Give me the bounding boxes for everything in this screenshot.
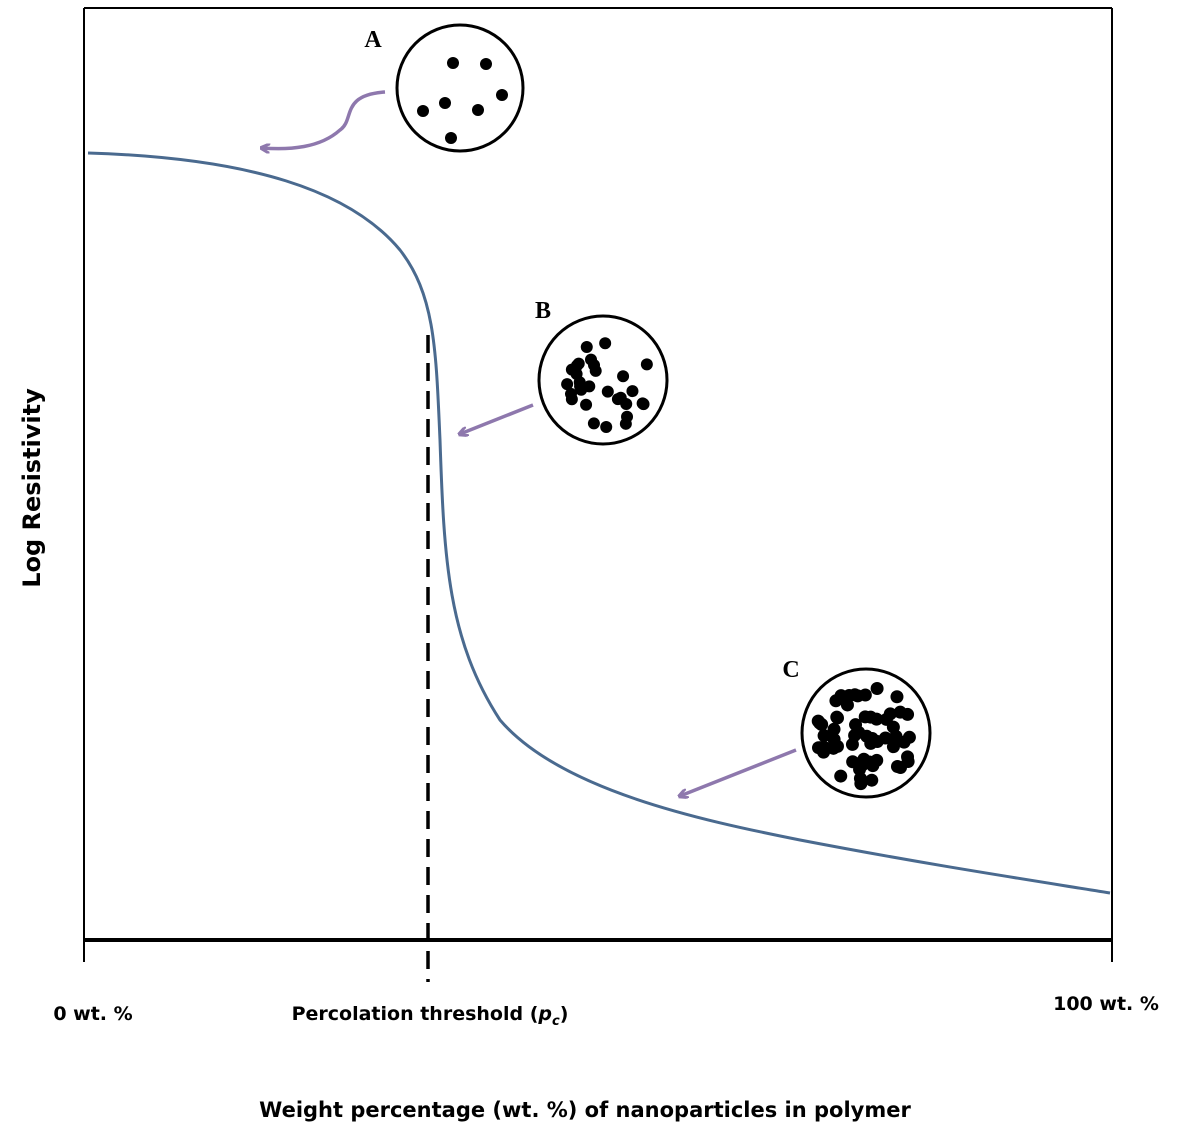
particle — [588, 417, 600, 429]
particle — [571, 368, 583, 380]
threshold-close: ) — [560, 1003, 569, 1025]
particle — [580, 399, 592, 411]
inset-label: C — [782, 657, 799, 683]
particle — [831, 740, 844, 753]
x-axis-title: Weight percentage (wt. %) of nanoparticl… — [259, 1098, 911, 1122]
particle — [884, 707, 897, 720]
particle — [626, 385, 638, 397]
resistivity-curve — [88, 153, 1110, 893]
particle — [585, 354, 597, 366]
particle — [612, 393, 624, 405]
particle — [841, 698, 854, 711]
particle — [834, 770, 847, 783]
particle — [602, 386, 614, 398]
particle — [566, 393, 578, 405]
particle — [812, 715, 825, 728]
particle — [901, 750, 914, 763]
x-end-label: 100 wt. % — [1053, 993, 1159, 1015]
particle — [818, 729, 831, 742]
particle — [617, 370, 629, 382]
particle — [573, 358, 585, 370]
particle — [846, 738, 859, 751]
inset-label: B — [535, 298, 551, 324]
particle — [599, 337, 611, 349]
threshold-label: Percolation threshold (pc) — [292, 1003, 569, 1029]
threshold-text: Percolation threshold ( — [292, 1003, 539, 1025]
particle — [829, 694, 842, 707]
y-axis-title: Log Resistivity — [18, 388, 46, 588]
particle — [581, 341, 593, 353]
particle — [641, 358, 653, 370]
particle — [871, 682, 884, 695]
inset-label: A — [364, 27, 382, 53]
particle — [849, 718, 862, 731]
particle — [894, 761, 907, 774]
arrow-c — [680, 750, 796, 796]
inset-b — [539, 316, 667, 444]
particle — [890, 690, 903, 703]
arrow-a — [262, 92, 385, 149]
particle — [870, 754, 883, 767]
particle — [865, 774, 878, 787]
particle — [864, 711, 877, 724]
particle — [898, 736, 911, 749]
arrow-b — [460, 405, 533, 434]
inset-c — [802, 669, 930, 797]
particle — [851, 689, 864, 702]
particle — [830, 711, 843, 724]
diagram: A B C Log Resistivity 0 wt. % 100 wt. % … — [0, 0, 1181, 1130]
particle — [638, 398, 650, 410]
threshold-symbol: p — [537, 1003, 552, 1025]
particle — [871, 735, 884, 748]
particle — [856, 758, 869, 771]
particle — [600, 421, 612, 433]
particle — [812, 741, 825, 754]
particle — [621, 411, 633, 423]
x-start-label: 0 wt. % — [53, 1003, 132, 1025]
particle — [583, 380, 595, 392]
page: A B C Log Resistivity 0 wt. % 100 wt. % … — [0, 0, 1181, 1130]
inset-a — [397, 25, 523, 151]
